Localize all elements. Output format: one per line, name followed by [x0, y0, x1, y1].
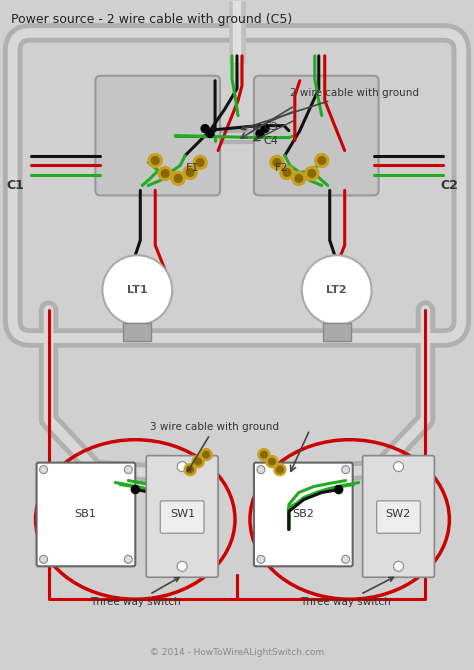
FancyBboxPatch shape [146, 456, 218, 578]
Text: Three way switch: Three way switch [91, 578, 181, 607]
Text: Power source - 2 wire cable with ground (C5): Power source - 2 wire cable with ground … [11, 13, 292, 26]
Text: LT1: LT1 [127, 285, 147, 295]
Text: C1: C1 [7, 179, 25, 192]
Circle shape [177, 462, 187, 472]
Text: SB1: SB1 [74, 509, 96, 519]
Circle shape [177, 561, 187, 572]
Circle shape [131, 486, 139, 494]
Circle shape [174, 175, 182, 182]
Circle shape [257, 466, 265, 474]
Bar [123, 323, 151, 341]
Text: SW2: SW2 [385, 509, 410, 519]
Circle shape [201, 125, 209, 133]
Circle shape [124, 466, 132, 474]
Text: F1: F1 [185, 163, 199, 174]
Circle shape [261, 125, 269, 133]
Circle shape [269, 458, 275, 465]
Circle shape [393, 462, 403, 472]
Circle shape [261, 452, 267, 458]
Circle shape [40, 555, 47, 563]
Circle shape [305, 167, 319, 180]
Text: 2 wire cable with ground: 2 wire cable with ground [241, 88, 419, 130]
FancyBboxPatch shape [363, 456, 434, 578]
Text: SW1: SW1 [171, 509, 196, 519]
Circle shape [161, 170, 169, 178]
Circle shape [187, 466, 193, 473]
Circle shape [302, 255, 372, 325]
Circle shape [195, 458, 201, 465]
Circle shape [283, 169, 291, 176]
Circle shape [183, 165, 197, 180]
Circle shape [277, 466, 283, 473]
Circle shape [40, 466, 47, 474]
Bar [127, 323, 148, 335]
Circle shape [308, 170, 316, 178]
Text: F2: F2 [275, 163, 289, 174]
FancyBboxPatch shape [160, 501, 204, 533]
Circle shape [270, 155, 284, 170]
Circle shape [206, 129, 214, 137]
Circle shape [258, 449, 270, 461]
FancyBboxPatch shape [377, 501, 420, 533]
Circle shape [342, 466, 350, 474]
Circle shape [280, 165, 294, 180]
Circle shape [295, 175, 303, 182]
Circle shape [203, 452, 210, 458]
Text: C2: C2 [440, 179, 458, 192]
Circle shape [171, 172, 185, 186]
FancyBboxPatch shape [254, 76, 379, 196]
Circle shape [342, 555, 350, 563]
Circle shape [335, 486, 343, 494]
Circle shape [158, 167, 172, 180]
Bar [323, 323, 351, 341]
Circle shape [256, 129, 264, 137]
Circle shape [315, 153, 329, 168]
Text: LT2: LT2 [327, 285, 347, 295]
Circle shape [193, 155, 207, 170]
Circle shape [273, 159, 281, 166]
Circle shape [200, 449, 212, 461]
FancyBboxPatch shape [254, 462, 353, 566]
Circle shape [266, 456, 278, 468]
Circle shape [192, 456, 204, 468]
Text: 3 wire cable with ground: 3 wire cable with ground [150, 421, 279, 472]
FancyBboxPatch shape [36, 462, 135, 566]
Circle shape [102, 255, 172, 325]
Text: Three way switch: Three way switch [300, 578, 393, 607]
Circle shape [184, 464, 196, 476]
Text: © 2014 - HowToWireALightSwitch.com: © 2014 - HowToWireALightSwitch.com [150, 648, 324, 657]
Circle shape [186, 169, 194, 176]
Circle shape [148, 153, 162, 168]
Circle shape [318, 157, 326, 164]
Text: C4: C4 [263, 135, 278, 145]
Bar [326, 323, 347, 335]
Circle shape [292, 172, 306, 186]
Circle shape [393, 561, 403, 572]
Circle shape [151, 157, 159, 164]
Circle shape [196, 159, 204, 166]
Circle shape [124, 555, 132, 563]
Circle shape [274, 464, 286, 476]
Text: C3: C3 [263, 122, 278, 131]
Circle shape [257, 555, 265, 563]
FancyBboxPatch shape [95, 76, 220, 196]
Text: SB2: SB2 [292, 509, 314, 519]
